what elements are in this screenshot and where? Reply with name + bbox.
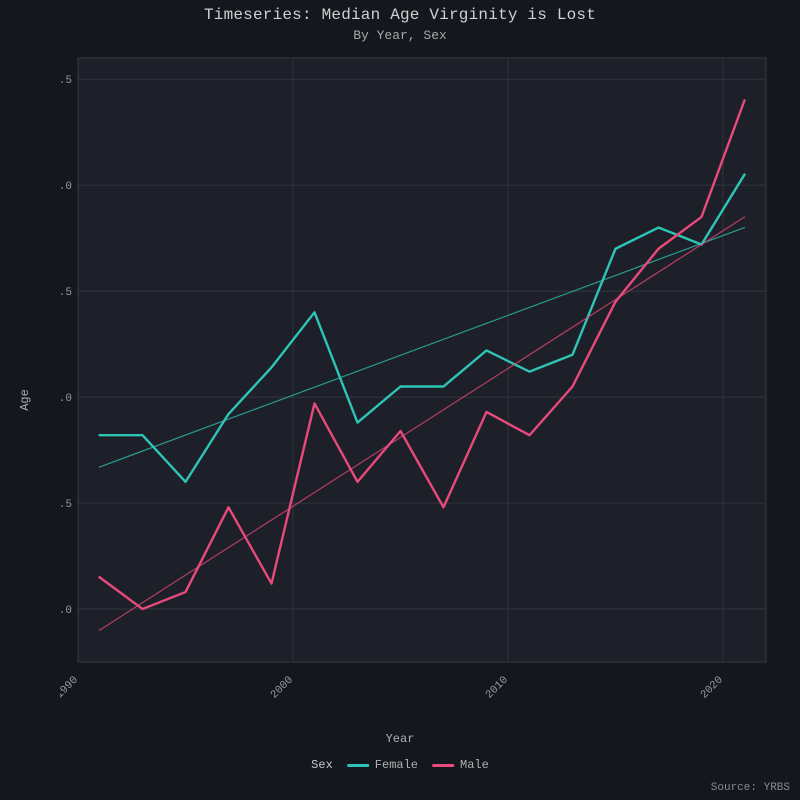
svg-text:2020: 2020	[699, 674, 726, 701]
legend-title: Sex	[311, 758, 333, 772]
svg-text:16.5: 16.5	[60, 287, 72, 299]
chart-svg: 15.0 15.5 16.0 16.5 17.0 17.5 1990 2000 2010 2020	[60, 50, 780, 710]
legend-label: Male	[460, 758, 489, 772]
svg-text:15.0: 15.0	[60, 605, 72, 617]
svg-text:16.0: 16.0	[60, 393, 72, 405]
legend-item-female: Female	[347, 758, 418, 772]
legend-swatch	[347, 764, 369, 767]
svg-text:1990: 1990	[60, 674, 81, 701]
legend: Sex Female Male	[311, 758, 489, 772]
svg-text:2010: 2010	[484, 674, 511, 701]
svg-text:17.0: 17.0	[60, 181, 72, 193]
legend-item-male: Male	[432, 758, 489, 772]
chart-subtitle: By Year, Sex	[0, 24, 800, 43]
svg-text:2000: 2000	[269, 674, 296, 701]
svg-text:15.5: 15.5	[60, 499, 72, 511]
chart-title: Timeseries: Median Age Virginity is Lost	[0, 0, 800, 24]
legend-swatch	[432, 764, 454, 767]
plot-area: 15.0 15.5 16.0 16.5 17.0 17.5 1990 2000 2010 2020	[60, 50, 780, 710]
y-axis-label: Age	[18, 389, 32, 411]
svg-text:17.5: 17.5	[60, 75, 72, 87]
source-text: Source: YRBS	[711, 782, 790, 794]
legend-label: Female	[375, 758, 418, 772]
x-axis-label: Year	[386, 732, 415, 746]
